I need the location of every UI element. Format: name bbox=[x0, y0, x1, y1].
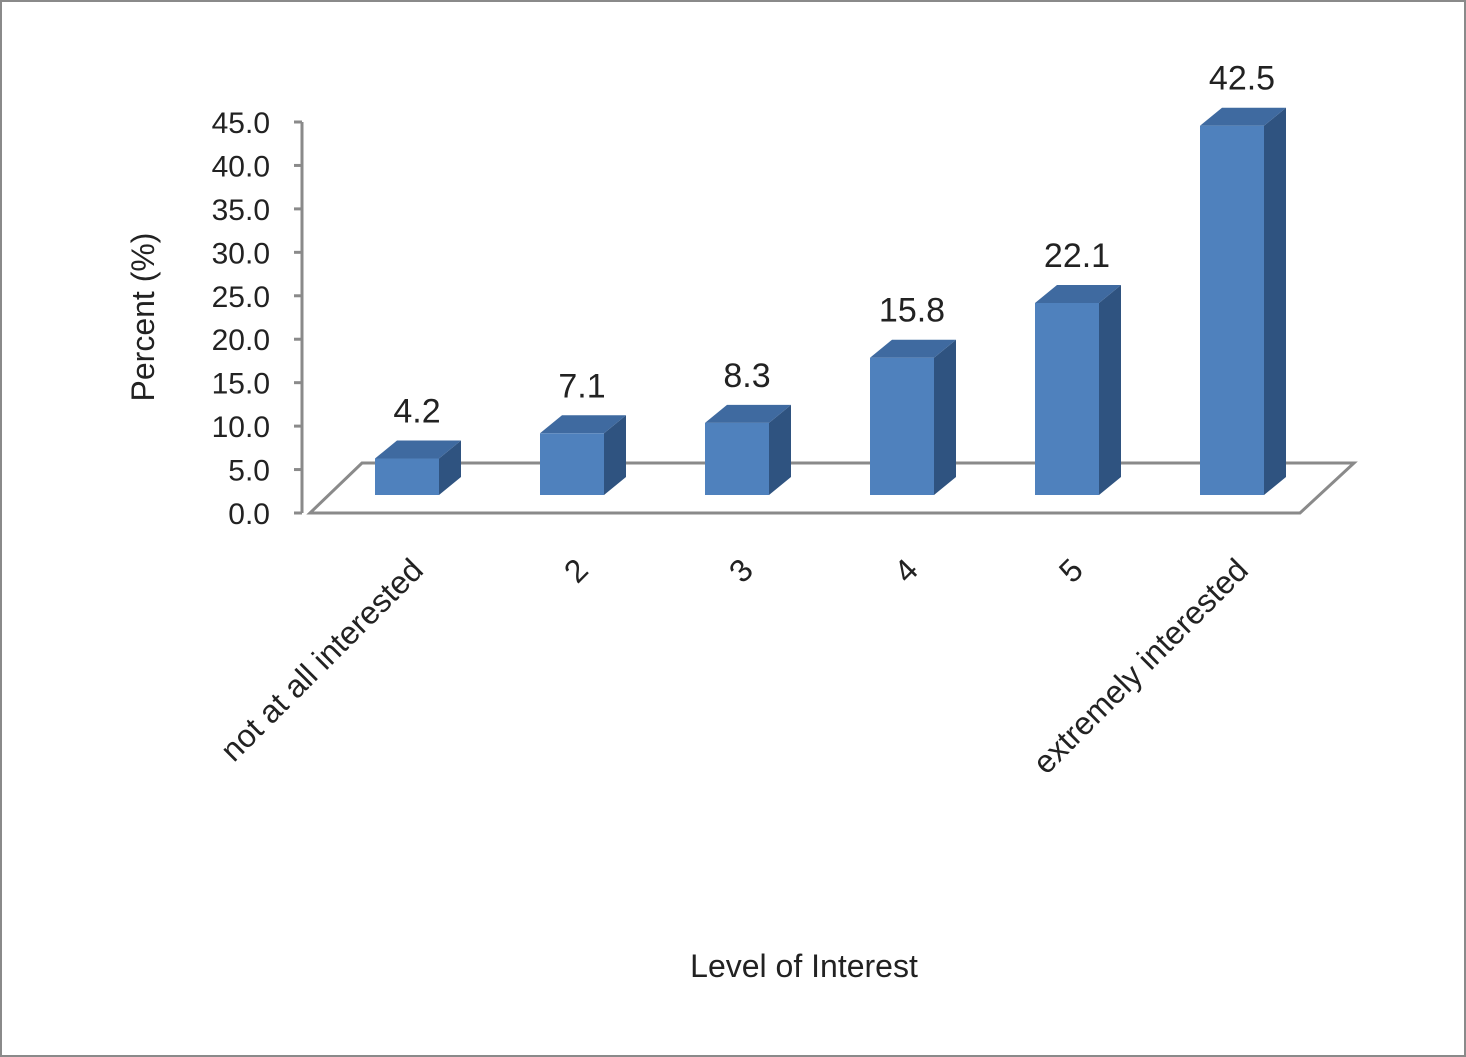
x-axis-title: Level of Interest bbox=[690, 948, 918, 984]
bar bbox=[870, 339, 956, 495]
y-tick-label: 15.0 bbox=[212, 368, 270, 401]
bar bbox=[375, 440, 461, 495]
bar-front-face bbox=[540, 433, 604, 495]
bar-front-face bbox=[1035, 302, 1099, 495]
bar-top-face bbox=[540, 415, 626, 434]
bar bbox=[705, 404, 791, 495]
y-axis: 0.0 5.0 10.0 15.0 20.0 25.0 30.0 35.0 40.0 45.0 bbox=[212, 107, 304, 531]
bar-top-face bbox=[375, 440, 461, 459]
y-tick-label: 10.0 bbox=[212, 411, 270, 444]
data-label: 7.1 bbox=[558, 367, 605, 405]
bar-side-face bbox=[1264, 107, 1286, 495]
bar-side-face bbox=[934, 339, 956, 495]
bar-front-face bbox=[870, 357, 934, 495]
bars bbox=[375, 107, 1286, 495]
bar bbox=[540, 415, 626, 495]
bar-side-face bbox=[604, 415, 626, 495]
category-label: 2 bbox=[557, 551, 595, 589]
bar-top-face bbox=[1200, 107, 1286, 126]
category-label: not at all interested bbox=[213, 551, 430, 768]
y-tick-label: 20.0 bbox=[212, 324, 270, 357]
y-tick-label: 40.0 bbox=[212, 150, 270, 183]
y-tick-label: 45.0 bbox=[212, 107, 270, 140]
bar-top-face bbox=[705, 404, 791, 423]
bar-top-face bbox=[870, 339, 956, 358]
bar bbox=[1200, 107, 1286, 495]
y-tick-label: 5.0 bbox=[228, 455, 270, 488]
bar-top-face bbox=[1035, 284, 1121, 303]
bar bbox=[1035, 284, 1121, 495]
y-axis-title: Percent (%) bbox=[125, 233, 161, 402]
category-label: 4 bbox=[887, 551, 925, 589]
bar-front-face bbox=[1200, 125, 1264, 495]
category-label: extremely interested bbox=[1026, 551, 1255, 780]
data-labels: 4.2 7.1 8.3 15.8 22.1 42.5 bbox=[393, 60, 1275, 431]
data-label: 8.3 bbox=[723, 357, 770, 395]
bar-side-face bbox=[439, 440, 461, 495]
data-label: 22.1 bbox=[1044, 237, 1110, 275]
floor-plane bbox=[306, 461, 1358, 515]
bar-front-face bbox=[375, 458, 439, 495]
data-label: 15.8 bbox=[879, 292, 945, 330]
bar-side-face bbox=[769, 404, 791, 495]
y-tick-label: 30.0 bbox=[212, 237, 270, 270]
y-tick-label: 25.0 bbox=[212, 281, 270, 314]
category-label: 3 bbox=[722, 551, 760, 589]
y-tick-label: 35.0 bbox=[212, 194, 270, 227]
bar-front-face bbox=[705, 422, 769, 495]
y-tick-label: 0.0 bbox=[228, 498, 270, 531]
data-label: 4.2 bbox=[393, 393, 440, 431]
bar-side-face bbox=[1099, 284, 1121, 495]
chart-floor bbox=[306, 461, 1358, 515]
category-label: 5 bbox=[1052, 551, 1090, 589]
data-label: 42.5 bbox=[1209, 60, 1275, 98]
